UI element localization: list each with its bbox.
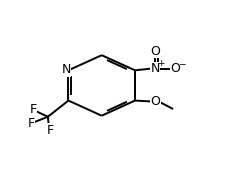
Text: O: O xyxy=(150,95,160,108)
Text: −: − xyxy=(178,59,185,68)
Text: O: O xyxy=(170,62,180,75)
Text: F: F xyxy=(46,124,54,137)
Text: O: O xyxy=(150,45,160,58)
Text: N: N xyxy=(150,62,159,75)
Text: +: + xyxy=(157,59,164,68)
Text: F: F xyxy=(27,117,34,130)
Text: N: N xyxy=(61,63,71,76)
Text: F: F xyxy=(29,103,37,116)
